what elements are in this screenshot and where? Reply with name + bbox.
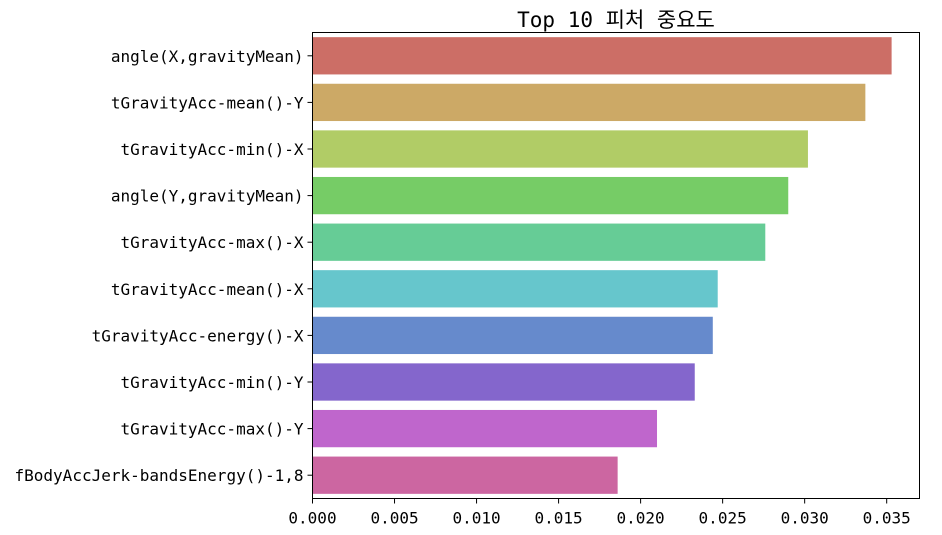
bar (312, 130, 808, 168)
x-tick-label: 0.035 (863, 509, 911, 528)
x-tick-label: 0.015 (534, 509, 582, 528)
bar (312, 456, 618, 494)
bar (312, 409, 658, 448)
y-tick-label: angle(X,gravityMean) (111, 47, 304, 66)
x-axis: 0.000 0.005 0.010 0.015 0.020 0.025 0.030 0.035 (288, 498, 911, 528)
bar (312, 223, 766, 261)
y-tick-label: tGravityAcc-max()-Y (120, 420, 303, 439)
bar (312, 316, 713, 355)
y-tick-label: tGravityAcc-mean()-Y (111, 93, 304, 112)
x-tick-label: 0.030 (781, 509, 829, 528)
y-tick-label: fBodyAccJerk-bandsEnergy()-1,8 (15, 466, 304, 485)
y-tick-labels: angle(X,gravityMean) tGravityAcc-mean()-Y… (15, 47, 313, 485)
x-tick-label: 0.000 (288, 509, 336, 528)
y-tick-label: angle(Y,gravityMean) (111, 187, 304, 206)
plot-frame (312, 32, 920, 499)
x-tick-label: 0.010 (452, 509, 500, 528)
y-tick-label: tGravityAcc-mean()-X (111, 280, 304, 299)
bar (312, 83, 866, 122)
bar (312, 363, 695, 401)
x-tick-label: 0.005 (370, 509, 418, 528)
y-tick-label: tGravityAcc-energy()-X (92, 326, 304, 345)
chart-title: Top 10 피처 중요도 (517, 8, 715, 32)
y-tick-label: tGravityAcc-max()-X (120, 233, 303, 252)
y-tick-label: tGravityAcc-min()-X (120, 140, 303, 159)
bars-group (312, 37, 892, 494)
bar (312, 176, 789, 215)
bar (312, 37, 892, 75)
x-tick-label: 0.025 (699, 509, 747, 528)
bar (312, 270, 718, 308)
y-tick-label: tGravityAcc-min()-Y (120, 373, 303, 392)
x-tick-label: 0.020 (617, 509, 665, 528)
